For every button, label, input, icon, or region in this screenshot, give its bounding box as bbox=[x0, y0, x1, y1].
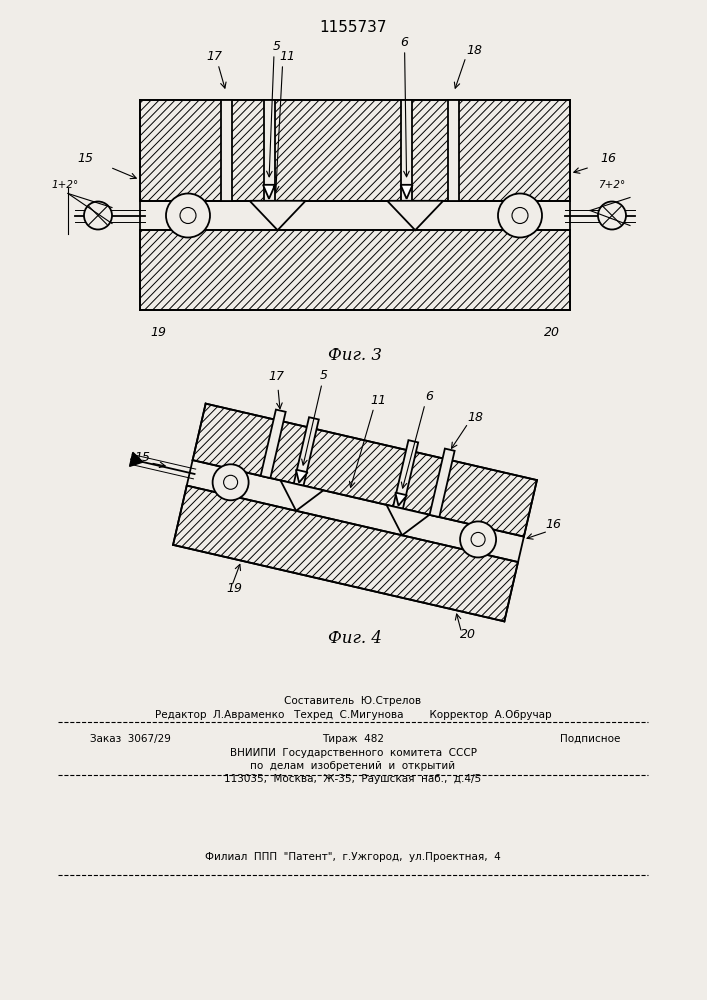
Circle shape bbox=[460, 521, 496, 557]
Polygon shape bbox=[293, 417, 319, 486]
Text: 1155737: 1155737 bbox=[320, 20, 387, 35]
Text: 20: 20 bbox=[544, 326, 560, 338]
Text: 11: 11 bbox=[279, 50, 296, 64]
Text: 20: 20 bbox=[460, 628, 476, 641]
Text: 7+2°: 7+2° bbox=[598, 180, 625, 190]
Text: 19: 19 bbox=[227, 582, 243, 595]
Polygon shape bbox=[173, 486, 518, 621]
Polygon shape bbox=[393, 440, 418, 509]
Text: 16: 16 bbox=[545, 518, 561, 531]
Circle shape bbox=[512, 208, 528, 224]
Circle shape bbox=[166, 194, 210, 237]
Text: 17: 17 bbox=[206, 50, 222, 64]
Polygon shape bbox=[448, 100, 460, 201]
Circle shape bbox=[180, 208, 196, 224]
Polygon shape bbox=[263, 185, 275, 199]
Text: по  делам  изобретений  и  открытий: по делам изобретений и открытий bbox=[250, 761, 455, 771]
Text: Редактор  Л.Авраменко   Техред  С.Мигунова        Корректор  А.Обручар: Редактор Л.Авраменко Техред С.Мигунова К… bbox=[155, 710, 551, 720]
Circle shape bbox=[498, 194, 542, 237]
Text: 113035,  Москва,  Ж-35,  Раушская  наб.,  д.4/5: 113035, Москва, Ж-35, Раушская наб., д.4… bbox=[224, 774, 481, 784]
Text: 16: 16 bbox=[600, 152, 616, 165]
Circle shape bbox=[213, 464, 249, 500]
Polygon shape bbox=[387, 201, 443, 230]
Text: Фиг. 4: Фиг. 4 bbox=[328, 630, 382, 647]
Text: 15: 15 bbox=[134, 451, 150, 464]
Circle shape bbox=[598, 202, 626, 230]
Text: 6: 6 bbox=[401, 35, 409, 48]
Text: ВНИИПИ  Государственного  комитета  СССР: ВНИИПИ Государственного комитета СССР bbox=[230, 748, 477, 758]
Polygon shape bbox=[430, 449, 455, 517]
Text: 6: 6 bbox=[425, 390, 433, 403]
Polygon shape bbox=[401, 100, 412, 201]
Text: Составитель  Ю.Стрелов: Составитель Ю.Стрелов bbox=[284, 696, 421, 706]
Polygon shape bbox=[140, 230, 570, 310]
Circle shape bbox=[84, 202, 112, 230]
Text: 1+2°: 1+2° bbox=[52, 180, 79, 190]
Text: 5: 5 bbox=[320, 369, 328, 382]
Text: Фиг. 3: Фиг. 3 bbox=[328, 347, 382, 364]
Polygon shape bbox=[395, 493, 407, 506]
Text: 18: 18 bbox=[467, 411, 484, 424]
Polygon shape bbox=[250, 201, 305, 230]
Text: Подписное: Подписное bbox=[560, 734, 620, 744]
Text: 5: 5 bbox=[273, 40, 281, 53]
Polygon shape bbox=[387, 505, 429, 535]
Polygon shape bbox=[296, 470, 308, 483]
Text: 11: 11 bbox=[370, 394, 387, 407]
Polygon shape bbox=[192, 404, 537, 537]
Text: 18: 18 bbox=[466, 43, 482, 56]
Text: 15: 15 bbox=[77, 152, 93, 165]
Polygon shape bbox=[129, 452, 143, 466]
Polygon shape bbox=[221, 100, 231, 201]
Circle shape bbox=[223, 475, 238, 489]
Polygon shape bbox=[140, 100, 570, 201]
Text: Заказ  3067/29: Заказ 3067/29 bbox=[90, 734, 171, 744]
Text: Тираж  482: Тираж 482 bbox=[322, 734, 384, 744]
Polygon shape bbox=[264, 100, 274, 201]
Text: Филиал  ППП  "Патент",  г.Ужгород,  ул.Проектная,  4: Филиал ППП "Патент", г.Ужгород, ул.Проек… bbox=[205, 852, 501, 862]
Text: 17: 17 bbox=[268, 370, 284, 383]
Polygon shape bbox=[281, 480, 323, 511]
Text: 19: 19 bbox=[150, 326, 166, 338]
Polygon shape bbox=[401, 185, 413, 199]
Circle shape bbox=[471, 532, 485, 546]
Polygon shape bbox=[261, 410, 286, 478]
